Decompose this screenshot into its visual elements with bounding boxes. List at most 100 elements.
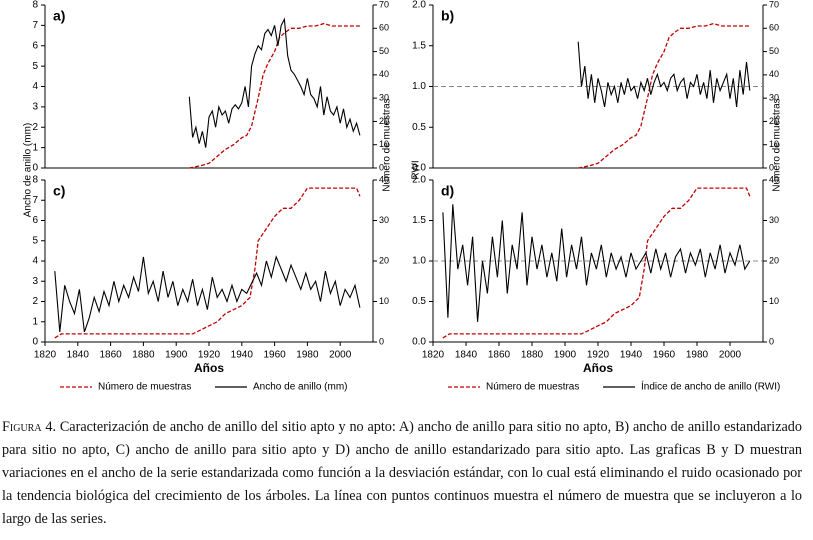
x-tick-label: 1840 — [67, 350, 90, 361]
y2-tick-label: 20 — [379, 116, 389, 126]
y2-tick-label: 10 — [379, 139, 389, 149]
legend-label: Número de muestras — [486, 382, 579, 393]
y-tick-label: 0 — [32, 337, 38, 348]
y2-tick-label: 0 — [769, 162, 774, 172]
x-tick-label: 1920 — [587, 350, 610, 361]
y2-tick-label: 40 — [379, 69, 389, 79]
x-tick-label: 1940 — [231, 350, 254, 361]
x-tick-label: 1860 — [99, 350, 122, 361]
panel-label: d) — [441, 183, 454, 199]
y-tick-label: 0.5 — [412, 122, 426, 133]
caption-label: Figura 4. — [2, 419, 57, 435]
y-axis-label: Ancho de anillo (mm) — [23, 123, 34, 217]
y-tick-label: 3 — [32, 276, 38, 287]
y-tick-label: 8 — [32, 0, 38, 11]
series-line — [188, 17, 361, 148]
x-tick-label: 2000 — [329, 350, 352, 361]
x-tick-label: 1960 — [263, 350, 286, 361]
x-tick-label: 1940 — [620, 350, 643, 361]
y-tick-label: 6 — [32, 215, 38, 226]
x-tick-label: 1820 — [422, 350, 445, 361]
y2-tick-label: 40 — [769, 69, 779, 79]
y2-tick-label: 40 — [379, 174, 389, 184]
y2-tick-label: 0 — [769, 336, 774, 346]
y2-tick-label: 30 — [769, 215, 779, 225]
x-tick-label: 1840 — [455, 350, 478, 361]
y-tick-label: 1.5 — [412, 215, 426, 226]
y2-tick-label: 70 — [379, 0, 389, 9]
panel-label: b) — [441, 8, 454, 24]
y-tick-label: 0.5 — [412, 296, 426, 307]
legend-label: Ancho de anillo (mm) — [253, 382, 347, 393]
caption-text: Caracterización de ancho de anillo del s… — [2, 419, 802, 527]
y2-tick-label: 20 — [769, 116, 779, 126]
y-tick-label: 2 — [32, 122, 38, 133]
series-line — [54, 187, 361, 339]
x-axis-label: Años — [194, 361, 224, 375]
x-tick-label: 2000 — [719, 350, 742, 361]
y2-tick-label: 60 — [769, 23, 779, 33]
y-tick-label: 1 — [32, 142, 38, 153]
y2-axis-label: Número de muestras — [772, 98, 783, 191]
y2-tick-label: 20 — [379, 255, 389, 265]
x-tick-label: 1860 — [488, 350, 511, 361]
caption: Figura 4. Caracterización de ancho de an… — [2, 416, 802, 531]
y-tick-label: 1.0 — [412, 81, 426, 92]
y2-tick-label: 70 — [769, 0, 779, 9]
x-tick-label: 1980 — [296, 350, 319, 361]
y-tick-label: 0.0 — [412, 337, 426, 348]
y-tick-label: 4 — [32, 256, 38, 267]
y-axis-label: RWI — [411, 160, 422, 179]
legend-label: Índice de ancho de anillo (RWI) — [641, 380, 780, 393]
series-line — [54, 255, 361, 333]
y-tick-label: 1.0 — [412, 256, 426, 267]
y-tick-label: 2 — [32, 296, 38, 307]
y2-tick-label: 50 — [379, 46, 389, 56]
series-line — [577, 41, 751, 108]
y2-tick-label: 30 — [769, 93, 779, 103]
x-tick-label: 1900 — [554, 350, 577, 361]
panel-label: a) — [53, 8, 65, 24]
y2-tick-label: 10 — [769, 296, 779, 306]
y2-tick-label: 10 — [769, 139, 779, 149]
y2-tick-label: 60 — [379, 23, 389, 33]
y2-tick-label: 20 — [769, 255, 779, 265]
y2-tick-label: 10 — [379, 296, 389, 306]
axis-line — [44, 180, 374, 343]
x-axis-label: Años — [583, 361, 613, 375]
series-line — [189, 22, 360, 169]
y-tick-label: 3 — [32, 102, 38, 113]
y-tick-label: 8 — [32, 175, 38, 186]
y-tick-label: 7 — [32, 195, 38, 206]
axis-line — [44, 5, 374, 169]
x-tick-label: 1880 — [521, 350, 544, 361]
x-tick-label: 1960 — [653, 350, 676, 361]
series-line — [578, 22, 750, 169]
x-tick-label: 1920 — [198, 350, 221, 361]
x-tick-label: 1880 — [132, 350, 155, 361]
y-tick-label: 4 — [32, 81, 38, 92]
series-line — [442, 204, 751, 322]
panel-label: c) — [53, 183, 65, 199]
x-tick-label: 1900 — [165, 350, 188, 361]
y2-axis-label: Número de muestras — [382, 98, 393, 191]
y-tick-label: 0.0 — [412, 163, 426, 174]
y-tick-label: 0 — [32, 163, 38, 174]
y2-tick-label: 0 — [379, 336, 384, 346]
x-tick-label: 1820 — [34, 350, 57, 361]
y-tick-label: 7 — [32, 20, 38, 31]
y2-tick-label: 30 — [379, 215, 389, 225]
y2-tick-label: 50 — [769, 46, 779, 56]
y-tick-label: 6 — [32, 40, 38, 51]
y-tick-label: 1 — [32, 316, 38, 327]
y2-tick-label: 30 — [379, 93, 389, 103]
x-tick-label: 1980 — [686, 350, 709, 361]
y-tick-label: 5 — [32, 61, 38, 72]
series-line — [442, 187, 751, 339]
legend-label: Número de muestras — [98, 382, 191, 393]
y-tick-label: 2.0 — [412, 0, 426, 11]
y2-tick-label: 40 — [769, 174, 779, 184]
y-tick-label: 5 — [32, 235, 38, 246]
